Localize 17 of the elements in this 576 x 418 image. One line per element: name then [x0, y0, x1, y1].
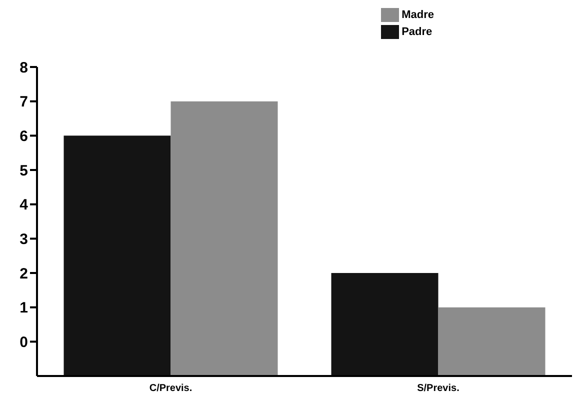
bar	[331, 273, 438, 376]
bar	[438, 307, 546, 376]
y-tick-label: 4	[20, 196, 29, 214]
y-tick-label: 7	[20, 94, 28, 111]
y-tick-label: 0	[20, 334, 28, 351]
y-tick-label: 6	[20, 128, 28, 145]
legend-label: Madre	[402, 9, 434, 21]
x-tick-label: S/Previs.	[417, 383, 460, 394]
y-tick-label: 1	[20, 300, 28, 317]
y-tick-label: 8	[20, 59, 28, 76]
y-tick-label: 2	[20, 265, 28, 282]
y-tick-label: 3	[20, 230, 28, 248]
y-tick-label: 5	[20, 162, 28, 180]
bar	[64, 136, 171, 376]
x-tick-label: C/Previs.	[149, 383, 192, 394]
bar	[170, 101, 278, 376]
legend-label: Padre	[402, 26, 432, 38]
